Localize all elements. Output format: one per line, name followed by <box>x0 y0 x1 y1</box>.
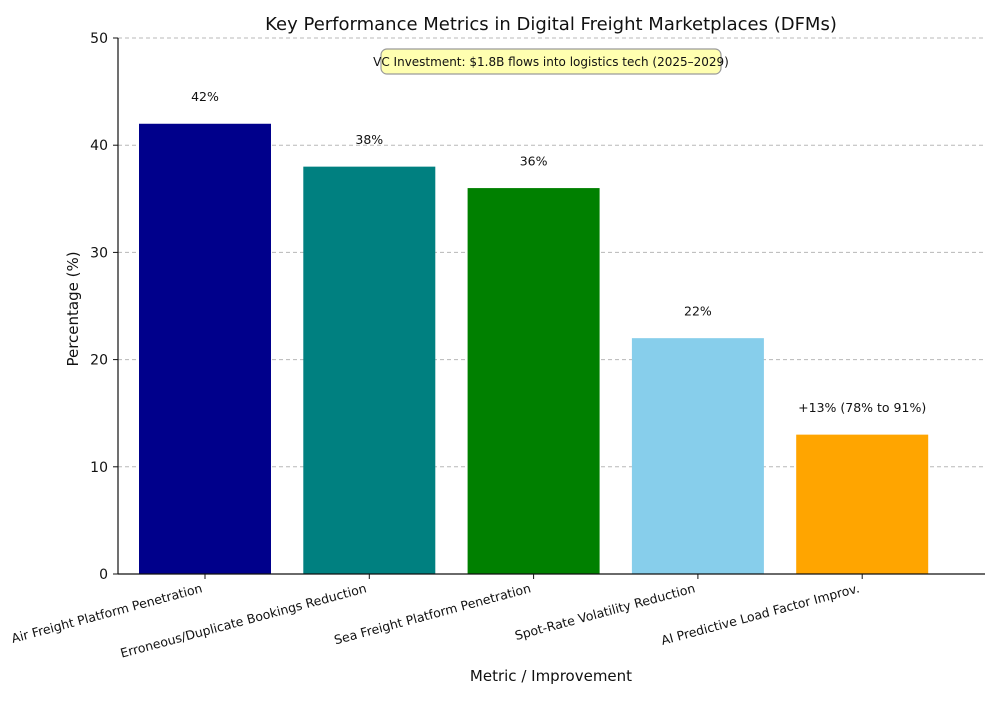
bar-value-label: 42% <box>191 89 219 104</box>
bar-value-label: +13% (78% to 91%) <box>798 400 926 415</box>
y-tick-label: 40 <box>90 138 108 154</box>
bar-value-labels: 42% 38% 36% 22% +13% (78% to 91%) <box>191 89 926 415</box>
chart-title: Key Performance Metrics in Digital Freig… <box>265 14 837 35</box>
annotation-background <box>380 48 722 75</box>
annotation-text: VC Investment: $1.8B flows into logistic… <box>373 55 729 69</box>
bars <box>139 123 929 574</box>
y-tick-label: 30 <box>90 245 108 261</box>
y-tick-label: 20 <box>90 353 108 369</box>
axes <box>113 37 985 579</box>
y-tick-label: 50 <box>90 31 108 47</box>
bar <box>796 434 929 574</box>
y-tick-label: 0 <box>99 567 108 583</box>
x-tick-labels: Air Freight Platform PenetrationErroneou… <box>10 580 861 660</box>
y-tick-label: 10 <box>90 460 108 476</box>
bar <box>467 188 600 574</box>
y-tick-labels: 0 10 20 30 40 50 <box>90 31 108 583</box>
bar-value-label: 36% <box>520 153 548 168</box>
annotation-box: VC Investment: $1.8B flows into logistic… <box>373 48 729 75</box>
bar <box>139 123 271 574</box>
bar <box>303 166 436 574</box>
bar-value-label: 22% <box>684 303 712 318</box>
bar-value-label: 38% <box>355 132 383 147</box>
x-axis-label: Metric / Improvement <box>470 667 632 685</box>
y-axis-label: Percentage (%) <box>64 251 82 366</box>
bar <box>631 338 764 574</box>
